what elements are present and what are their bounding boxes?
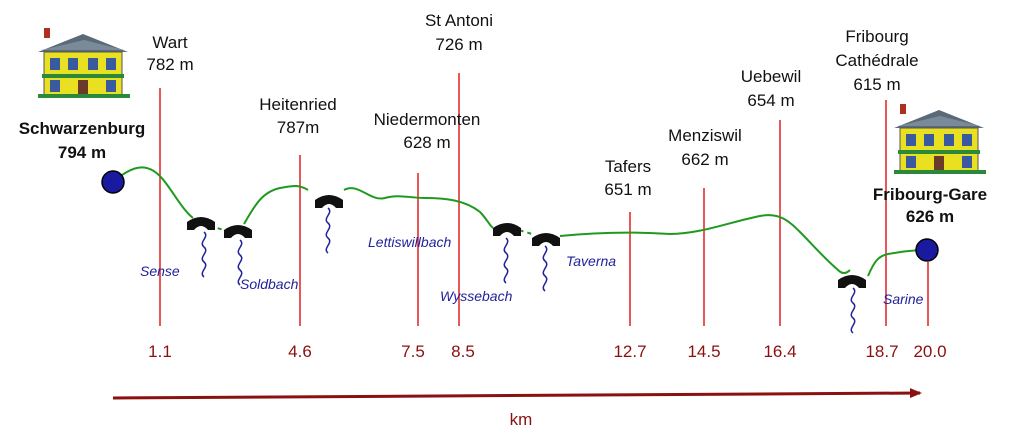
station-elevation-uebewil: 654 m (747, 91, 794, 110)
profile-segment-1 (112, 166, 194, 219)
station-elevation-fribourg-gare: 626 m (906, 207, 954, 226)
profile-segment-4 (343, 187, 494, 229)
profile-segment-7 (867, 249, 928, 277)
station-name-wart: Wart (152, 33, 188, 52)
stream-label-soldbach: Soldbach (240, 276, 299, 292)
station-name-cathedrale: Cathédrale (835, 51, 918, 70)
station-name-heitenried: Heitenried (259, 95, 337, 114)
station-name-uebewil: Uebewil (741, 67, 801, 86)
bridge-icon-soldbach (224, 225, 252, 238)
bridge-icon-taverna (532, 233, 560, 246)
station-label-wart: Wart 782 m (146, 33, 193, 74)
station-elevation-wart: 782 m (146, 55, 193, 74)
house-icon-fribourg-gare (893, 103, 987, 175)
stream-label-sarine: Sarine (883, 291, 924, 307)
station-label-heitenried: Heitenried 787m (259, 95, 337, 137)
stream-squiggle-icon-wyssebach (503, 237, 509, 284)
station-label-fribourg-gare: Fribourg-Gare 626 m (873, 185, 987, 226)
station-name-tafers: Tafers (605, 157, 651, 176)
distance-arrow (112, 388, 922, 400)
station-name-fribourg: Fribourg (845, 27, 908, 46)
stream-label-sense: Sense (140, 263, 180, 279)
x-axis-label: km (510, 410, 533, 429)
bridge-icon-sarine (838, 275, 866, 288)
km-label-fribourg-cathedrale: 18.7 (865, 342, 898, 361)
station-name-fribourg-gare: Fribourg-Gare (873, 185, 987, 204)
km-label-st-antoni: 8.5 (451, 342, 475, 361)
station-elevation-heitenried: 787m (277, 118, 320, 137)
station-label-schwarzenburg: Schwarzenburg 794 m (19, 119, 146, 162)
km-label-tafers: 12.7 (613, 342, 646, 361)
station-name-niedermonten: Niedermonten (374, 110, 481, 129)
profile-segment-3 (243, 185, 309, 225)
station-label-fribourg-cathedrale: Fribourg Cathédrale 615 m (835, 27, 918, 94)
station-elevation-menziswil: 662 m (681, 150, 728, 169)
profile-segment-6 (559, 214, 851, 274)
station-label-st-antoni: St Antoni 726 m (425, 11, 493, 54)
elevation-profile (112, 166, 928, 277)
house-icon-schwarzenburg (37, 27, 131, 99)
station-label-menziswil: Menziswil 662 m (668, 126, 742, 169)
stream-squiggle-icon-sense (201, 231, 207, 278)
km-label-heitenried: 4.6 (288, 342, 312, 361)
station-elevation-niedermonten: 628 m (403, 133, 450, 152)
stream-label-wyssebach: Wyssebach (440, 288, 513, 304)
stream-squiggle-icon-sarine (850, 287, 856, 334)
km-label-wart: 1.1 (148, 342, 172, 361)
stream-label-lettiswillbach: Lettiswillbach (368, 234, 451, 250)
station-label-tafers: Tafers 651 m (604, 157, 651, 199)
stream-label-taverna: Taverna (566, 253, 616, 269)
km-label-niedermonten: 7.5 (401, 342, 425, 361)
stream-squiggle-icon-lettiswillbach (325, 207, 331, 254)
station-label-uebewil: Uebewil 654 m (741, 67, 801, 110)
terminal-dot-icon-fribourg-gare (915, 238, 939, 262)
bridge-icon-wyssebach (493, 223, 521, 236)
station-name-schwarzenburg: Schwarzenburg (19, 119, 146, 138)
station-name-menziswil: Menziswil (668, 126, 742, 145)
km-label-uebewil: 16.4 (763, 342, 796, 361)
station-elevation-fribourg-cathedrale: 615 m (853, 75, 900, 94)
station-elevation-tafers: 651 m (604, 180, 651, 199)
station-elevation-schwarzenburg: 794 m (58, 143, 106, 162)
bridge-icon-lettiswillbach (315, 195, 343, 208)
km-label-fribourg-gare: 20.0 (913, 342, 946, 361)
station-elevation-st-antoni: 726 m (435, 35, 482, 54)
terminal-dot-icon-schwarzenburg (101, 170, 125, 194)
station-label-niedermonten: Niedermonten 628 m (374, 110, 481, 152)
station-name-st-antoni: St Antoni (425, 11, 493, 30)
bridge-icon-sense (187, 217, 215, 230)
stream-squiggle-icon-taverna (542, 245, 548, 292)
km-label-menziswil: 14.5 (687, 342, 720, 361)
km-labels: 1.1 4.6 7.5 8.5 12.7 14.5 16.4 18.7 20.0 (148, 342, 946, 361)
